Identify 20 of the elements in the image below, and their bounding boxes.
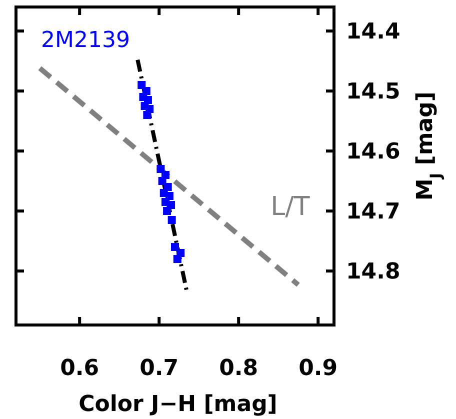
point <box>156 165 165 173</box>
point <box>163 207 172 215</box>
point <box>138 81 146 89</box>
y-tick-label: 14.7 <box>346 200 400 225</box>
x-tick-label: 0.6 <box>60 356 100 381</box>
point <box>173 255 182 263</box>
x-tick-label: 0.7 <box>140 356 179 381</box>
point <box>171 243 179 251</box>
x-axis-title: Color J−H [mag] <box>78 392 278 417</box>
series-label: 2M2139 <box>41 28 130 53</box>
x-tick-label: 0.9 <box>298 356 338 381</box>
y-tick-label: 14.8 <box>346 260 400 285</box>
point <box>143 111 152 119</box>
point <box>158 177 166 185</box>
point <box>168 216 176 224</box>
x-tick-label: 0.8 <box>219 356 258 381</box>
y-tick-label: 14.5 <box>346 80 400 105</box>
y-tick-label: 14.4 <box>346 20 400 45</box>
series-label: L/T <box>270 192 310 222</box>
y-tick-label: 14.6 <box>346 140 400 165</box>
